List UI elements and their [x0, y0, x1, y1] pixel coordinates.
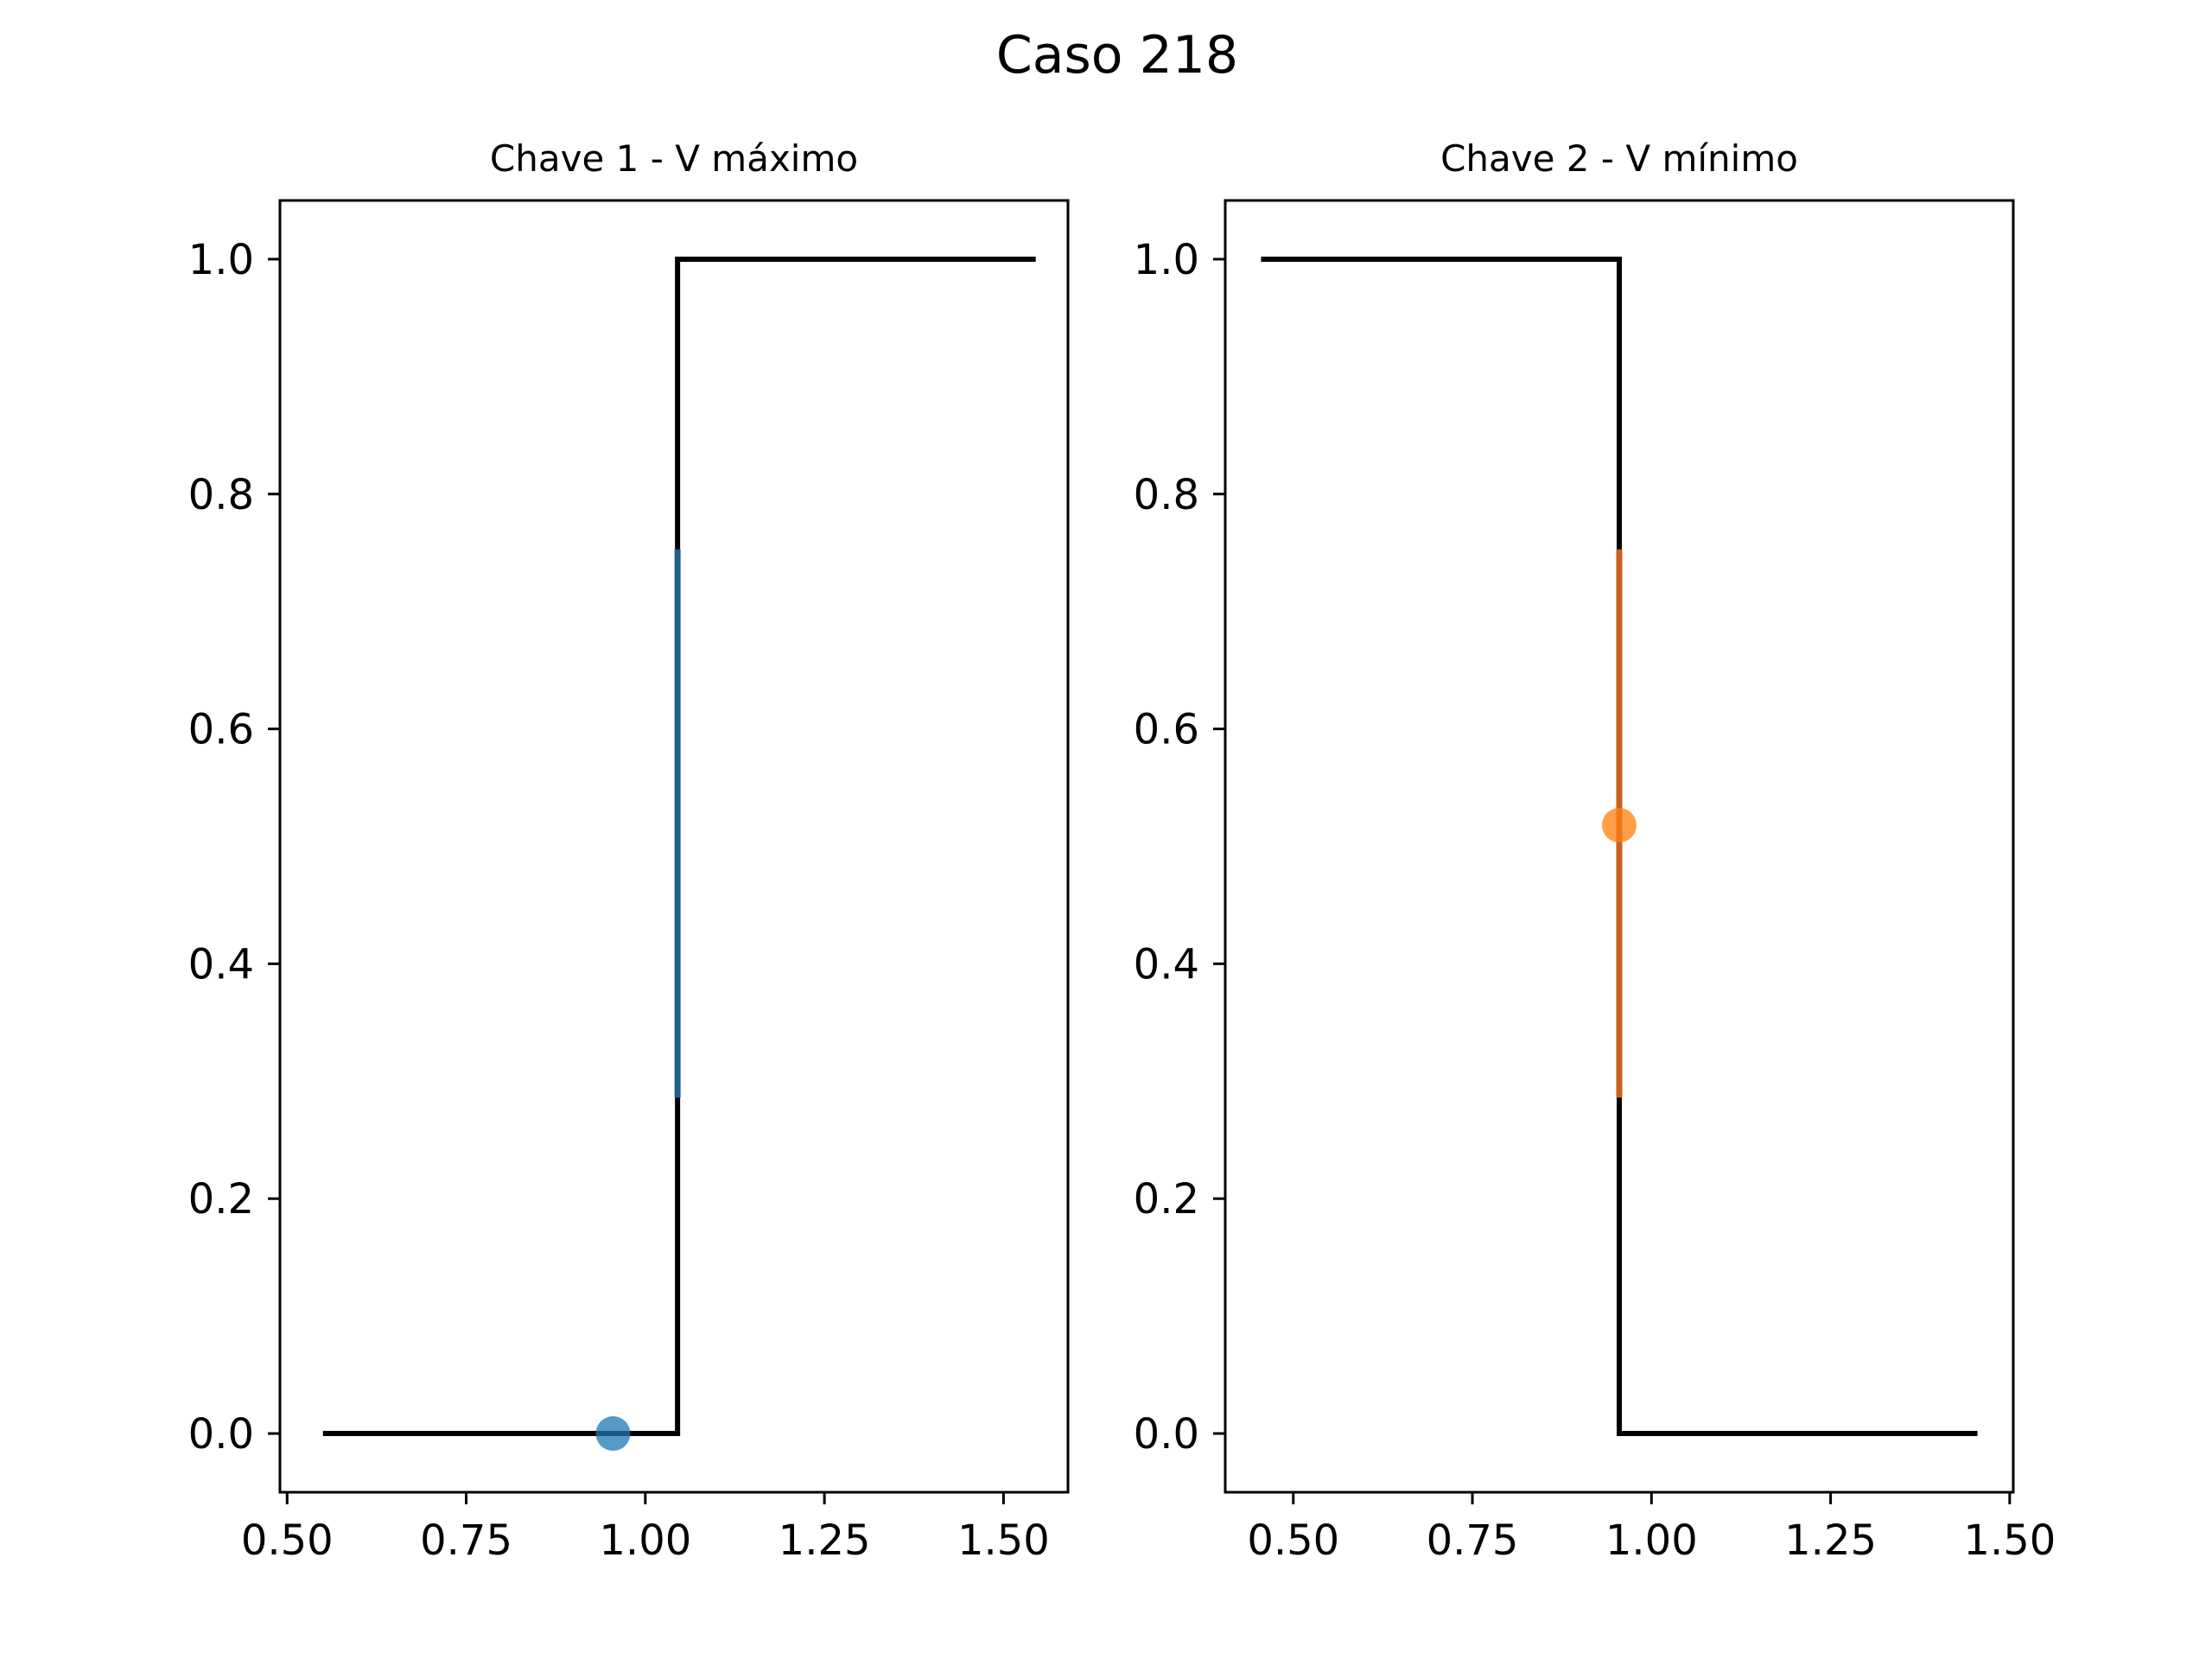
subplot-title: Chave 2 - V mínimo [1440, 137, 1798, 180]
x-tick-label: 1.00 [599, 1516, 691, 1565]
x-tick-label: 0.75 [1427, 1516, 1519, 1565]
y-tick-label: 0.2 [1134, 1175, 1199, 1224]
y-tick-label: 0.4 [1134, 940, 1199, 988]
x-tick-label: 1.25 [779, 1516, 871, 1565]
x-tick-label: 1.00 [1605, 1516, 1698, 1565]
y-tick-label: 1.0 [188, 236, 254, 284]
subplot-chave-2: Chave 2 - V mínimo 0.50 0.75 1.00 1.25 1.50 0.… [1134, 137, 2056, 1565]
subplot-chave-1: Chave 1 - V máximo 0.50 0.75 1.00 1.25 1.50 0.… [188, 137, 1070, 1565]
y-tick-label: 0.2 [188, 1175, 254, 1224]
y-tick-label: 0.0 [1134, 1410, 1199, 1459]
figure-title: Caso 218 [996, 25, 1238, 86]
subplot-title: Chave 1 - V máximo [490, 137, 858, 180]
y-tick-label: 0.4 [188, 940, 254, 988]
y-tick-label: 0.6 [188, 706, 254, 754]
data-point [1602, 808, 1637, 843]
x-tick-label: 1.25 [1784, 1516, 1877, 1565]
x-tick-label: 1.50 [957, 1516, 1050, 1565]
x-tick-label: 1.50 [1963, 1516, 2056, 1565]
y-tick-label: 0.8 [188, 471, 254, 519]
y-tick-label: 0.0 [188, 1410, 254, 1459]
data-point [595, 1416, 631, 1452]
y-tick-label: 0.6 [1134, 706, 1199, 754]
axes-frame [1224, 199, 2015, 1494]
x-tick-label: 0.50 [241, 1516, 334, 1565]
y-tick-label: 1.0 [1134, 236, 1199, 284]
x-tick-label: 0.50 [1247, 1516, 1339, 1565]
y-tick-label: 0.8 [1134, 471, 1199, 519]
x-tick-label: 0.75 [420, 1516, 512, 1565]
axes-frame [278, 199, 1070, 1494]
